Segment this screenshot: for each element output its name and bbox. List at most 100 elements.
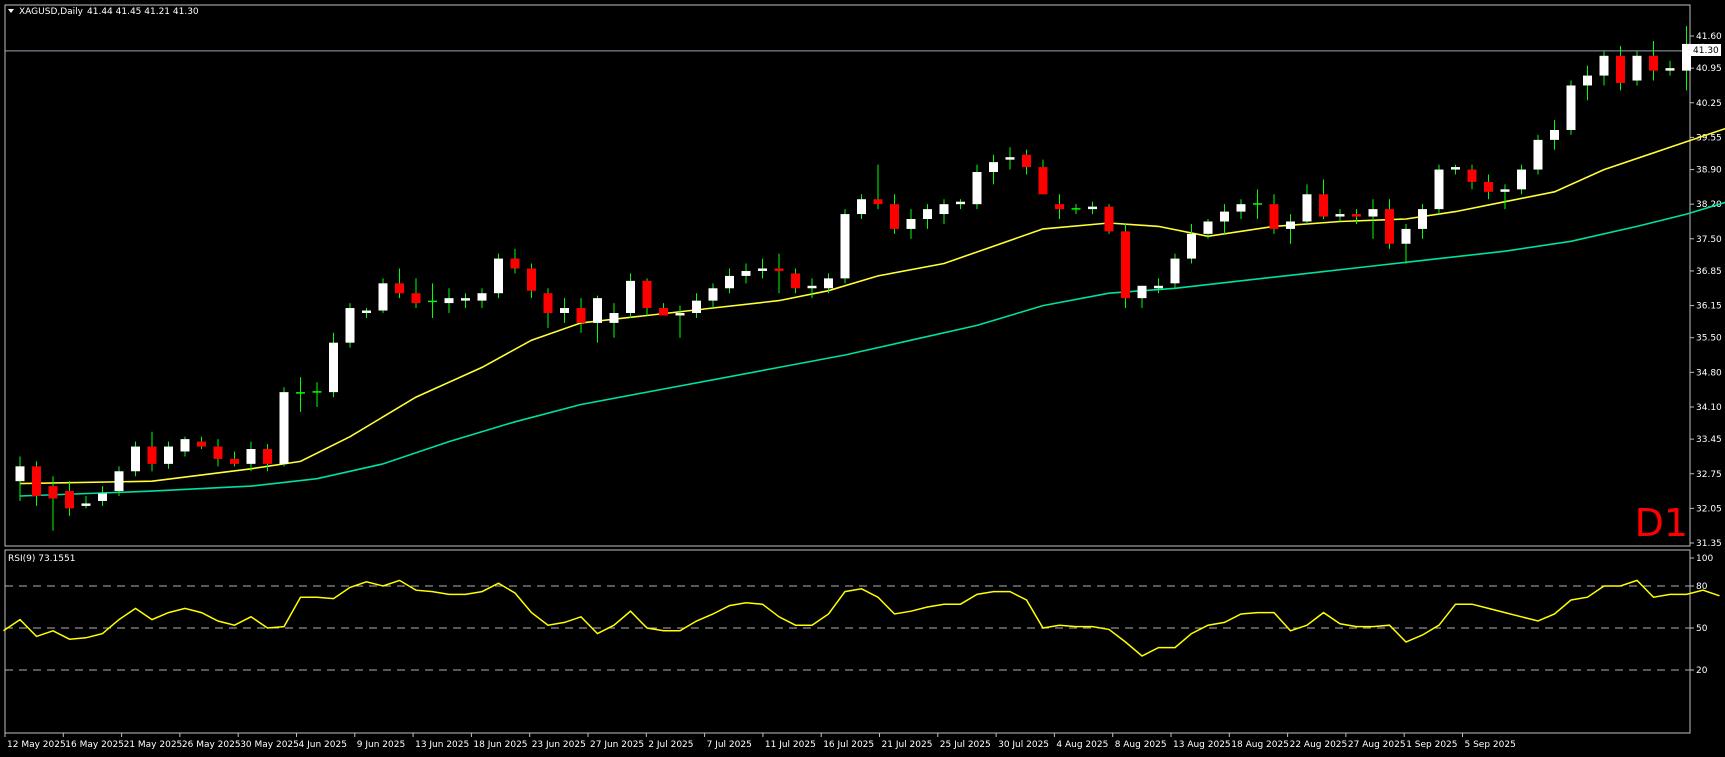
candle[interactable]	[642, 278, 652, 316]
candle[interactable]	[956, 199, 965, 210]
candle[interactable]	[1269, 194, 1279, 234]
candle[interactable]	[32, 461, 41, 506]
candle[interactable]	[873, 164, 883, 210]
candle[interactable]	[906, 209, 916, 239]
candle[interactable]	[1071, 204, 1081, 215]
candle[interactable]	[395, 268, 404, 299]
candle[interactable]	[840, 209, 850, 284]
candle[interactable]	[510, 248, 520, 274]
candle[interactable]	[411, 278, 421, 309]
candle[interactable]	[1302, 184, 1312, 224]
candle[interactable]	[378, 278, 388, 313]
candle[interactable]	[345, 303, 355, 348]
candle[interactable]	[824, 273, 833, 294]
triangle-down-icon[interactable]	[8, 9, 14, 13]
candle[interactable]	[1682, 26, 1691, 91]
candle[interactable]	[1022, 149, 1031, 175]
candle[interactable]	[659, 303, 668, 316]
candle[interactable]	[1500, 184, 1510, 210]
candle[interactable]	[230, 451, 239, 467]
candle[interactable]	[791, 268, 800, 294]
candle[interactable]	[527, 263, 536, 299]
candle[interactable]	[1121, 223, 1130, 309]
candle[interactable]	[857, 194, 866, 220]
candle[interactable]	[197, 436, 206, 450]
candle[interactable]	[1088, 201, 1097, 215]
candle[interactable]	[246, 441, 256, 472]
candle[interactable]	[626, 273, 635, 318]
candle[interactable]	[1401, 223, 1411, 264]
candle[interactable]	[1385, 199, 1394, 249]
candle[interactable]	[1467, 164, 1477, 190]
candle[interactable]	[98, 486, 107, 506]
candle[interactable]	[1533, 134, 1543, 175]
candle[interactable]	[1319, 179, 1328, 220]
candle[interactable]	[15, 456, 25, 501]
candle[interactable]	[576, 298, 586, 333]
candle[interactable]	[972, 164, 982, 210]
candle[interactable]	[708, 283, 718, 309]
candle[interactable]	[1170, 253, 1180, 289]
candle[interactable]	[114, 466, 124, 497]
candle[interactable]	[1517, 164, 1526, 195]
candle[interactable]	[989, 154, 998, 185]
candle[interactable]	[1154, 278, 1163, 294]
candle[interactable]	[923, 204, 932, 229]
candle[interactable]	[692, 293, 701, 318]
candle[interactable]	[477, 288, 487, 309]
candle[interactable]	[1286, 214, 1295, 244]
candle[interactable]	[807, 278, 817, 299]
candle[interactable]	[593, 295, 602, 343]
candle[interactable]	[494, 253, 503, 299]
candle[interactable]	[609, 303, 619, 338]
candle[interactable]	[560, 298, 569, 323]
candle[interactable]	[543, 288, 553, 328]
candle[interactable]	[65, 481, 74, 516]
candle[interactable]	[180, 436, 190, 457]
candle[interactable]	[263, 444, 272, 472]
candle[interactable]	[213, 439, 223, 467]
candle[interactable]	[1368, 199, 1378, 239]
chart-header[interactable]: XAGUSD,Daily 41.44 41.45 41.21 41.30	[8, 7, 199, 17]
candle[interactable]	[1005, 147, 1015, 170]
candle[interactable]	[131, 441, 140, 477]
candle[interactable]	[725, 268, 734, 294]
candle[interactable]	[147, 431, 157, 472]
candle[interactable]	[1434, 164, 1444, 215]
candle[interactable]	[1451, 164, 1460, 175]
candlestick-series[interactable]	[15, 26, 1708, 531]
candle[interactable]	[890, 194, 899, 234]
candle[interactable]	[1253, 189, 1262, 220]
candle[interactable]	[461, 293, 470, 309]
candle[interactable]	[1649, 40, 1658, 81]
candle[interactable]	[81, 496, 91, 509]
candle[interactable]	[1055, 194, 1064, 220]
candle[interactable]	[1599, 50, 1609, 86]
candle[interactable]	[1220, 204, 1229, 234]
candle[interactable]	[939, 199, 949, 224]
candle[interactable]	[1187, 223, 1196, 264]
candle[interactable]	[675, 305, 685, 338]
candle[interactable]	[741, 263, 751, 284]
candle[interactable]	[428, 283, 437, 318]
candle[interactable]	[1038, 159, 1048, 195]
candle[interactable]	[312, 382, 322, 407]
candle[interactable]	[1632, 50, 1642, 86]
candle[interactable]	[164, 441, 173, 469]
candle[interactable]	[1335, 209, 1345, 222]
candle[interactable]	[1352, 209, 1361, 224]
candle[interactable]	[1616, 45, 1625, 91]
candle[interactable]	[1550, 120, 1559, 150]
candle[interactable]	[329, 332, 338, 398]
candle[interactable]	[279, 387, 289, 467]
candle[interactable]	[296, 377, 305, 412]
candle[interactable]	[1104, 204, 1114, 234]
candle[interactable]	[48, 476, 58, 531]
candle[interactable]	[1583, 65, 1592, 101]
candle[interactable]	[1236, 199, 1246, 220]
candle[interactable]	[1418, 204, 1427, 239]
candle[interactable]	[758, 258, 767, 279]
candle[interactable]	[774, 253, 784, 294]
candle[interactable]	[1484, 174, 1493, 200]
candle[interactable]	[362, 308, 371, 318]
